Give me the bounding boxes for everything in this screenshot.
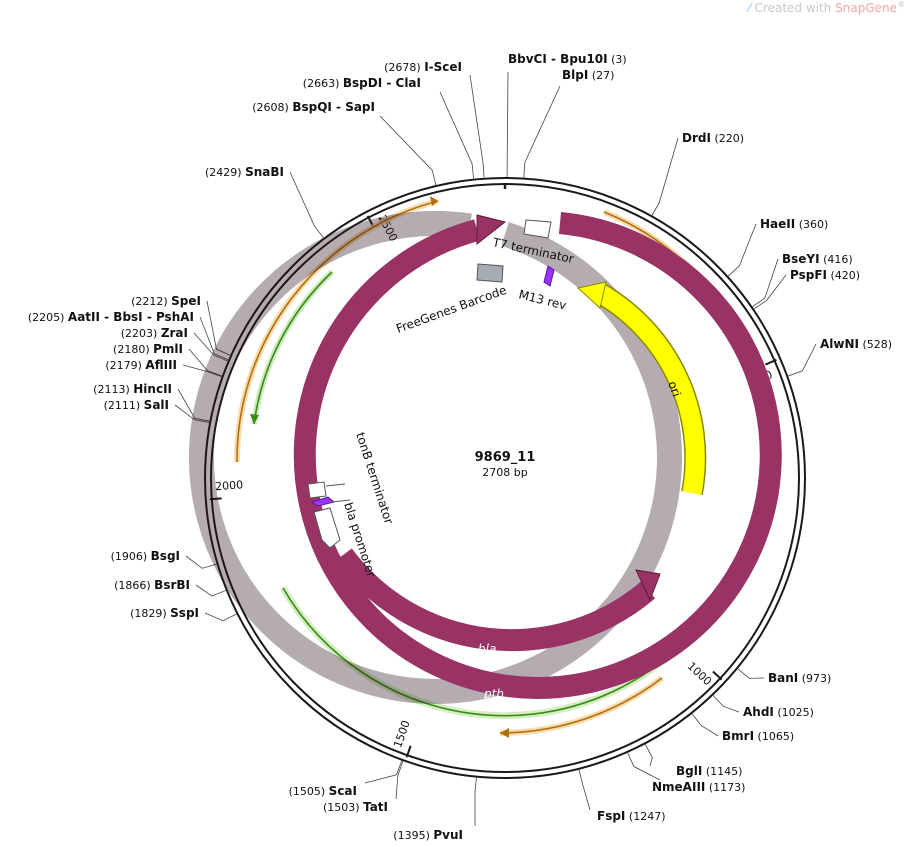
site-label-sali: (2111) SalI bbox=[104, 398, 169, 412]
site-leader-line bbox=[753, 274, 787, 310]
restriction-sites: BbvCI - Bpu10I (3) BlpI (27) DrdI (220) Hae… bbox=[28, 52, 892, 842]
site-label-fspi: FspI (1247) bbox=[597, 809, 665, 823]
tick-label: 1000 bbox=[685, 660, 714, 689]
site-leader-line bbox=[439, 91, 475, 179]
site-label-bani: BanI (973) bbox=[768, 671, 831, 685]
site-leader-line bbox=[195, 584, 226, 597]
site-leader-line bbox=[712, 695, 740, 713]
pth-label: pth bbox=[483, 687, 504, 701]
site-leader-line bbox=[206, 300, 231, 356]
site-leader-line bbox=[182, 364, 222, 378]
site-label-aatii: (2205) AatII - BbsI - PshAI bbox=[28, 310, 194, 324]
m13-rev-label: M13 rev bbox=[517, 287, 568, 312]
site-leader-line bbox=[199, 316, 229, 361]
site-label-bgli: BglI (1145) bbox=[676, 764, 742, 778]
freegenes-barcode-feature bbox=[476, 263, 504, 283]
tonb-terminator-feature bbox=[307, 481, 327, 499]
site-leader-line bbox=[644, 744, 653, 767]
t7-terminator-feature bbox=[523, 219, 552, 239]
site-label-blpi: BlpI (27) bbox=[562, 68, 614, 82]
site-label-hincii: (2113) HincII bbox=[93, 382, 172, 396]
bla-label: bla bbox=[478, 642, 496, 656]
site-leader-line bbox=[727, 223, 757, 277]
site-leader-line bbox=[188, 348, 222, 377]
bla-promoter-feature bbox=[313, 507, 341, 549]
site-label-i-scei: (2678) I-SceI bbox=[384, 60, 462, 74]
ori-arrowhead bbox=[576, 281, 607, 309]
site-leader-line bbox=[651, 137, 679, 216]
m13-rev-feature bbox=[543, 265, 555, 287]
site-leader-line bbox=[174, 404, 210, 423]
site-leader-line bbox=[737, 668, 765, 679]
site-label-pmli: (2180) PmlI bbox=[113, 342, 183, 356]
site-label-bmri: BmrI (1065) bbox=[722, 729, 794, 743]
site-leader-line bbox=[469, 74, 485, 178]
site-leader-line bbox=[691, 713, 719, 737]
site-label-bsgi: (1906) BsgI bbox=[111, 549, 180, 563]
watermark-prefix: Created with bbox=[754, 1, 836, 15]
site-leader-line bbox=[752, 258, 779, 307]
site-leader-line bbox=[379, 115, 437, 186]
site-leader-line bbox=[177, 388, 210, 422]
backbone-outer-ring bbox=[204, 177, 806, 779]
watermark: ⁄ Created with SnapGene® bbox=[749, 0, 905, 15]
site-label-nmeaiii: NmeAIII (1173) bbox=[652, 780, 745, 794]
site-label-afliii: (2179) AflIII bbox=[105, 358, 177, 372]
site-label-haeii: HaeII (360) bbox=[760, 217, 828, 231]
orange-arc-left bbox=[236, 200, 439, 463]
site-leader-line bbox=[204, 612, 237, 622]
tick-label: 2000 bbox=[215, 478, 244, 493]
plasmid-name: 9869_11 bbox=[475, 450, 536, 465]
site-leader-line bbox=[395, 761, 404, 800]
green-arc-left bbox=[253, 271, 333, 425]
site-leader-line bbox=[185, 555, 217, 569]
site-leader-line bbox=[578, 769, 591, 811]
site-label-bspdi: (2663) BspDI - ClaI bbox=[303, 76, 421, 90]
site-leader-line bbox=[523, 85, 561, 178]
bla-feature bbox=[334, 548, 656, 652]
site-label-bspqi: (2608) BspQI - SapI bbox=[252, 100, 375, 114]
site-label-drdi: DrdI (220) bbox=[682, 131, 744, 145]
site-leader-line bbox=[627, 752, 661, 781]
orange-arc-bottom bbox=[499, 677, 663, 734]
site-leader-line bbox=[289, 171, 324, 239]
tick-mark bbox=[405, 745, 412, 758]
site-label-snabi: (2429) SnaBI bbox=[205, 165, 284, 179]
site-label-bbvci: BbvCI - Bpu10I (3) bbox=[508, 52, 627, 66]
site-label-ahdi: AhdI (1025) bbox=[743, 705, 814, 719]
tonb-terminator-label: tonB terminator bbox=[353, 431, 396, 526]
site-label-pvui: (1395) PvuI bbox=[393, 828, 463, 842]
tick-mark bbox=[764, 358, 777, 366]
pth-feature bbox=[293, 212, 782, 699]
site-leader-line bbox=[788, 343, 817, 377]
tick-label: 1500 bbox=[391, 719, 413, 750]
site-label-spei: (2212) SpeI bbox=[131, 294, 201, 308]
site-leader-line bbox=[193, 332, 228, 362]
site-label-zrai: (2203) ZraI bbox=[121, 326, 188, 340]
site-label-bsrbi: (1866) BsrBI bbox=[114, 578, 190, 592]
plasmid-length: 2708 bp bbox=[482, 466, 527, 479]
site-label-bseyi: BseYI (416) bbox=[782, 252, 853, 266]
site-label-alwni: AlwNI (528) bbox=[820, 337, 892, 351]
site-leader-line bbox=[474, 777, 477, 827]
ori-label: ori bbox=[665, 379, 683, 398]
site-leader-line bbox=[506, 71, 509, 178]
tick-mark bbox=[209, 497, 222, 501]
site-label-tati: (1503) TatI bbox=[323, 800, 388, 814]
site-label-pspfi: PspFI (420) bbox=[790, 268, 860, 282]
tick-mark bbox=[712, 670, 723, 681]
watermark-reg: ® bbox=[897, 0, 905, 9]
site-label-sspi: (1829) SspI bbox=[130, 606, 199, 620]
pth-arrowhead bbox=[476, 214, 507, 246]
site-label-scai: (1505) ScaI bbox=[289, 784, 357, 798]
freegenes-barcode-label: FreeGenes Barcode bbox=[394, 283, 508, 336]
site-leader-line bbox=[364, 760, 403, 784]
snapgene-logo-icon: ⁄ bbox=[748, 1, 751, 15]
watermark-brand: SnapGene bbox=[835, 1, 897, 15]
bla-arrowhead bbox=[635, 569, 661, 602]
